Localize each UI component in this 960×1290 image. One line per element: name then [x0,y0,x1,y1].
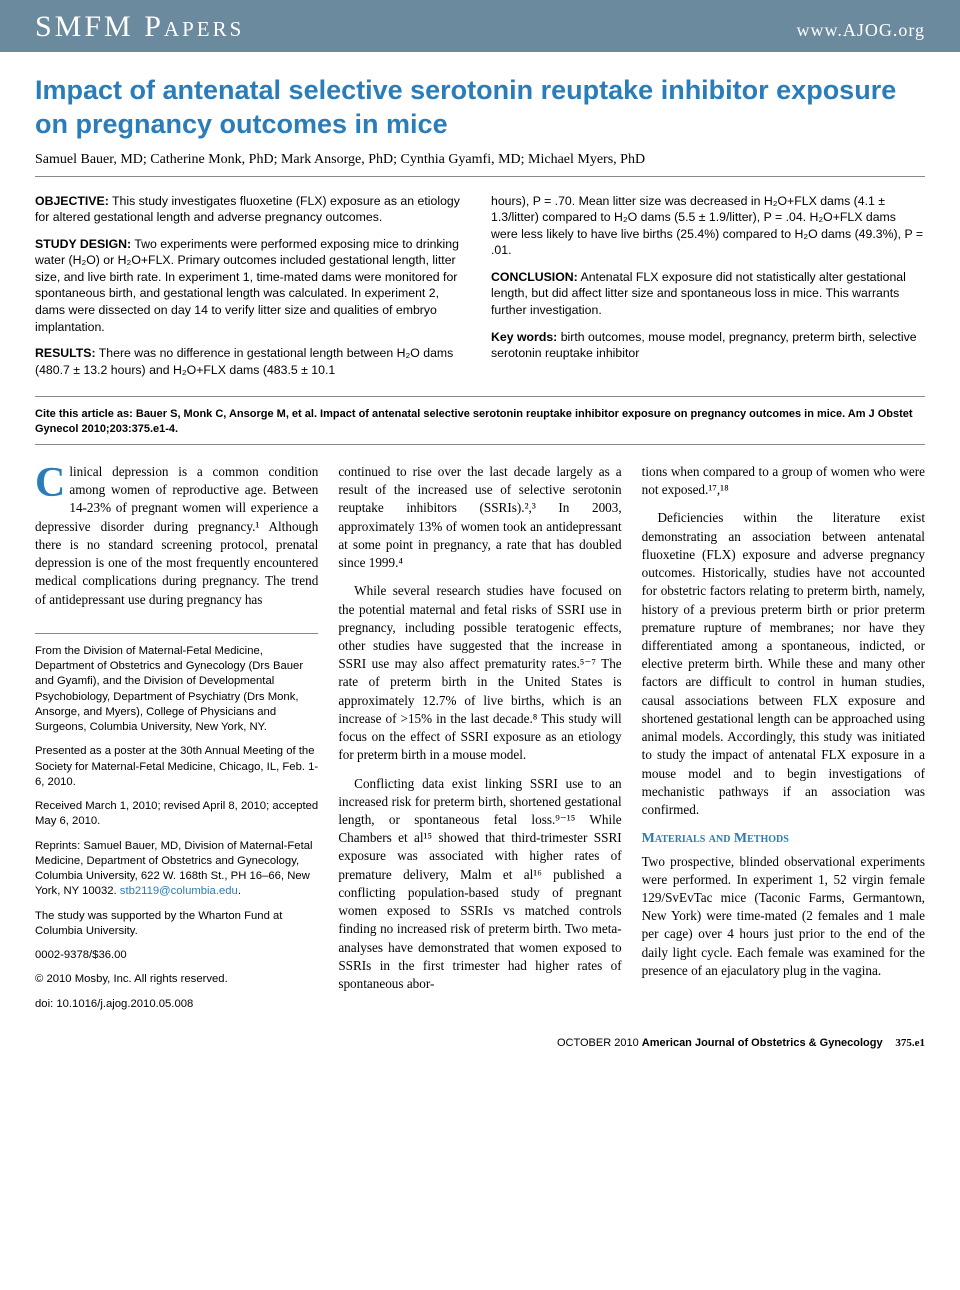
author-list: Samuel Bauer, MD; Catherine Monk, PhD; M… [35,152,925,168]
section-name-text: SMFM Papers [35,10,244,43]
abstract-conclusion: CONCLUSION: Antenatal FLX exposure did n… [491,269,925,319]
design-label: STUDY DESIGN: [35,237,131,251]
affiliation-block: From the Division of Maternal-Fetal Medi… [35,633,318,1012]
affil-presented: Presented as a poster at the 30th Annual… [35,744,318,790]
body-c2-p3: Conflicting data exist linking SSRI use … [338,775,621,994]
body-c3-p3: Two prospective, blinded observational e… [642,853,925,981]
results-text: There was no difference in gestational l… [35,346,453,377]
page-footer: OCTOBER 2010 American Journal of Obstetr… [0,1031,960,1063]
abstract-block: OBJECTIVE: This study investigates fluox… [35,193,925,389]
affil-doi: doi: 10.1016/j.ajog.2010.05.008 [35,997,318,1012]
abstract-results-cont: hours), P = .70. Mean litter size was de… [491,193,925,259]
affil-reprints-end: . [238,885,241,897]
body-columns: Clinical depression is a common conditio… [35,463,925,1021]
rule-mid-1 [35,396,925,397]
footer-issue: OCTOBER 2010 [557,1037,642,1049]
section-name: SMFM Papers [35,10,244,44]
body-c3-p2: Deficiencies within the literature exist… [642,509,925,819]
affil-support: The study was supported by the Wharton F… [35,909,318,940]
citation-lead: Cite this article as: [35,408,136,420]
results-label: RESULTS: [35,346,96,360]
body-c3-p1: tions when compared to a group of women … [642,463,925,499]
keywords-label: Key words: [491,330,557,344]
objective-label: OBJECTIVE: [35,194,109,208]
body-p1-text: linical depression is a common condition… [35,464,318,607]
footer-page: 375.e1 [895,1037,925,1049]
abstract-results-left: RESULTS: There was no difference in gest… [35,345,469,378]
journal-header-band: SMFM Papers www.AJOG.org [0,0,960,52]
rule-top [35,176,925,177]
body-col-1: Clinical depression is a common conditio… [35,463,318,1021]
body-c2-p1: continued to rise over the last decade l… [338,463,621,572]
rule-mid-2 [35,444,925,445]
affil-reprints: Reprints: Samuel Bauer, MD, Division of … [35,839,318,900]
citation-line: Cite this article as: Bauer S, Monk C, A… [35,407,925,436]
body-col-2: continued to rise over the last decade l… [338,463,621,1021]
article-title: Impact of antenatal selective serotonin … [35,74,925,142]
abstract-design: STUDY DESIGN: Two experiments were perfo… [35,236,469,336]
affil-issn: 0002-9378/$36.00 [35,948,318,963]
affil-received: Received March 1, 2010; revised April 8,… [35,799,318,830]
affil-email[interactable]: stb2119@columbia.edu [120,885,238,897]
page-content: Impact of antenatal selective serotonin … [0,52,960,1031]
body-c2-p2: While several research studies have focu… [338,582,621,764]
abstract-objective: OBJECTIVE: This study investigates fluox… [35,193,469,226]
abstract-col-left: OBJECTIVE: This study investigates fluox… [35,193,469,389]
site-url: www.AJOG.org [797,20,926,41]
methods-heading: Materials and Methods [642,829,925,848]
affil-copyright: © 2010 Mosby, Inc. All rights reserved. [35,972,318,987]
affil-from: From the Division of Maternal-Fetal Medi… [35,644,318,736]
footer-journal: American Journal of Obstetrics & Gynecol… [642,1037,883,1049]
design-text: Two experiments were performed exposing … [35,237,459,334]
citation-text: Bauer S, Monk C, Ansorge M, et al. Impac… [35,408,913,434]
body-p1: Clinical depression is a common conditio… [35,463,318,609]
dropcap: C [35,463,69,502]
abstract-col-right: hours), P = .70. Mean litter size was de… [491,193,925,389]
conclusion-label: CONCLUSION: [491,270,578,284]
abstract-keywords: Key words: birth outcomes, mouse model, … [491,329,925,362]
body-col-3: tions when compared to a group of women … [642,463,925,1021]
